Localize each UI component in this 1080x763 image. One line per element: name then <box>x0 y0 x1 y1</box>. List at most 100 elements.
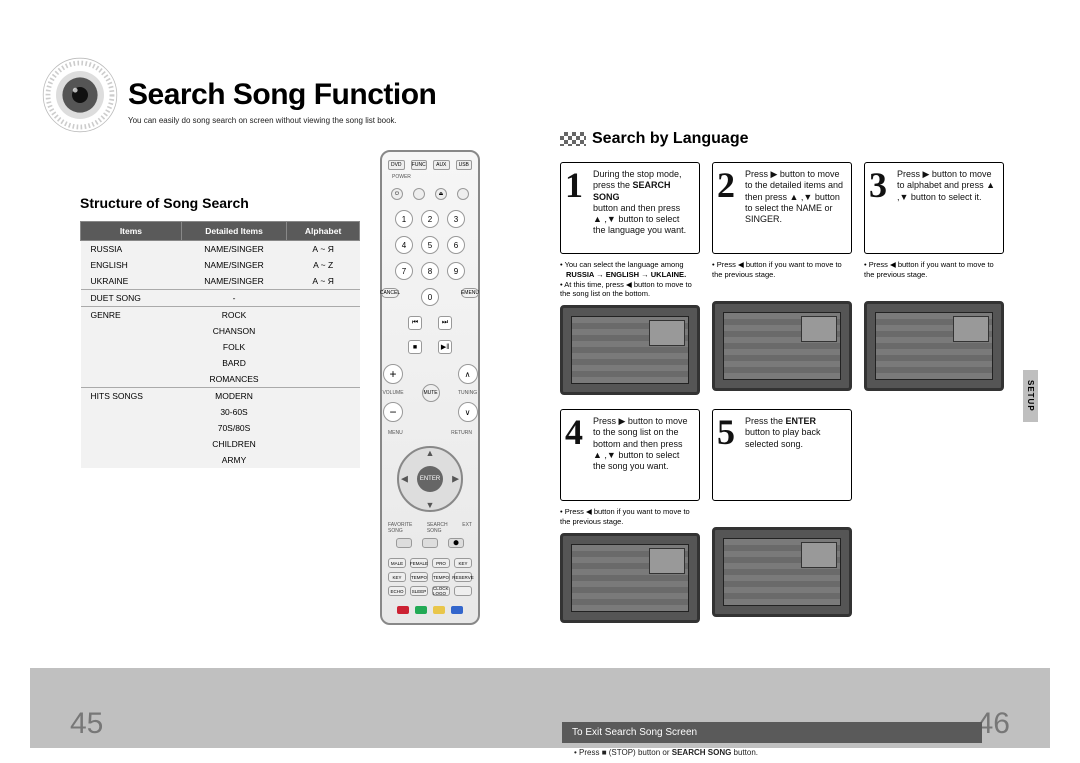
ext-button: ⬤ <box>448 538 464 548</box>
feature-chip: TEMPO <box>432 572 450 582</box>
num-button: 3 <box>447 210 465 228</box>
exit-note: • Press ■ (STOP) button or SEARCH SONG b… <box>574 748 758 757</box>
feature-chip: KEY <box>454 558 472 568</box>
tv-screenshot-2 <box>712 301 852 391</box>
table-header: Alphabet <box>287 222 360 241</box>
ext-label: EXT <box>462 522 472 534</box>
feature-chip: CLOCK LOGO <box>432 586 450 596</box>
remote-control: DVDFUNCAUXUSB POWER ⏻ ⏏ 123456789 CANCEL… <box>380 150 480 625</box>
num-0: 0 <box>421 288 439 306</box>
num-button: 4 <box>395 236 413 254</box>
page-number-left: 45 <box>70 707 103 741</box>
table-row: 70S/80S <box>81 420 360 436</box>
color-dot <box>433 606 445 614</box>
tv-button <box>413 188 425 200</box>
source-button: DVD <box>388 160 405 170</box>
tv-screenshot-4 <box>560 533 700 623</box>
tv-screenshot-3 <box>864 301 1004 391</box>
source-button: USB <box>456 160 473 170</box>
step-3-notes: • Press ◀ button if you want to move to … <box>864 260 1004 280</box>
search-label: SEARCH SONG <box>427 522 462 534</box>
feature-chip: SLEEP <box>410 586 428 596</box>
step-4-notes: • Press ◀ button if you want to move to … <box>560 507 700 527</box>
volume-label: VOLUME <box>382 390 403 396</box>
setup-tab: SETUP <box>1023 370 1038 422</box>
structure-table: ItemsDetailed ItemsAlphabet RUSSIANAME/S… <box>80 221 360 468</box>
manual-spread: Search Song Function You can easily do s… <box>0 0 1080 763</box>
eject-button: ⏏ <box>435 188 447 200</box>
emenu-pill: EMENU <box>461 288 479 298</box>
table-row: FOLK <box>81 339 360 355</box>
num-button: 7 <box>395 262 413 280</box>
table-row: HITS SONGSMODERN <box>81 388 360 405</box>
table-row: 30-60S <box>81 404 360 420</box>
table-row: GENREROCK <box>81 307 360 324</box>
color-button <box>457 188 469 200</box>
feature-chip: TEMPO <box>410 572 428 582</box>
step-5-box: 5 Press the ENTER button to play back se… <box>712 409 852 501</box>
exit-title: To Exit Search Song Screen <box>562 722 982 743</box>
feature-chip <box>454 586 472 596</box>
step-1-notes: • You can select the language among RUSS… <box>560 260 700 299</box>
table-row: UKRAINENAME/SINGERА ~ Я <box>81 273 360 290</box>
table-header: Items <box>81 222 182 241</box>
step-2-notes: • Press ◀ button if you want to move to … <box>712 260 852 280</box>
table-row: CHILDREN <box>81 436 360 452</box>
num-button: 5 <box>421 236 439 254</box>
return-label: RETURN <box>451 430 472 436</box>
checker-icon <box>560 132 586 146</box>
table-row: BARD <box>81 355 360 371</box>
num-button: 8 <box>421 262 439 280</box>
num-button: 2 <box>421 210 439 228</box>
right-column: Search by Language 1 During the stop mod… <box>560 130 1010 623</box>
speaker-ornament-icon <box>40 55 120 135</box>
feature-chip: PRO <box>432 558 450 568</box>
tuning-label: TUNING <box>458 390 477 396</box>
feature-chip: FEMALE <box>410 558 428 568</box>
step-4-box: 4 Press ▶ button to move to the song lis… <box>560 409 700 501</box>
search-by-language-heading: Search by Language <box>560 130 1010 148</box>
feature-chip: KEY <box>388 572 406 582</box>
next-icon: ⏭ <box>438 316 452 330</box>
step-1-box: 1 During the stop mode, press the SEARCH… <box>560 162 700 254</box>
tv-screenshot-5 <box>712 527 852 617</box>
table-row: ARMY <box>81 452 360 468</box>
fav-label: FAVORITE SONG <box>388 522 427 534</box>
table-row: RUSSIANAME/SINGERА ~ Я <box>81 241 360 258</box>
power-label: POWER <box>392 174 411 180</box>
table-row: DUET SONG- <box>81 290 360 307</box>
structure-heading: Structure of Song Search <box>80 195 360 211</box>
step-2-box: 2 Press ▶ button to move to the detailed… <box>712 162 852 254</box>
step-3-box: 3 Press ▶ button to move to alphabet and… <box>864 162 1004 254</box>
tv-screenshot-1 <box>560 305 700 395</box>
page-subtitle: You can easily do song search on screen … <box>128 116 397 125</box>
tun-down-icon: ∨ <box>458 402 478 422</box>
fav-button <box>396 538 412 548</box>
vol-up-icon: + <box>383 364 403 384</box>
stop-icon: ■ <box>408 340 422 354</box>
left-column: Structure of Song Search ItemsDetailed I… <box>80 195 360 468</box>
page-title: Search Song Function <box>128 78 436 112</box>
source-button: FUNC <box>411 160 428 170</box>
feature-chip: MALE <box>388 558 406 568</box>
color-dot <box>397 606 409 614</box>
feature-chip: ECHO <box>388 586 406 596</box>
dpad: ▲ ▼ ◀ ▶ ENTER <box>397 446 463 512</box>
power-icon: ⏻ <box>391 188 403 200</box>
tun-up-icon: ∧ <box>458 364 478 384</box>
color-dot <box>415 606 427 614</box>
vol-down-icon: − <box>383 402 403 422</box>
source-button: AUX <box>433 160 450 170</box>
mute-button: MUTE <box>422 384 440 402</box>
num-button: 1 <box>395 210 413 228</box>
cancel-pill: CANCEL <box>381 288 399 298</box>
prev-icon: ⏮ <box>408 316 422 330</box>
num-button: 9 <box>447 262 465 280</box>
table-row: CHANSON <box>81 323 360 339</box>
table-header: Detailed Items <box>181 222 286 241</box>
feature-chip: RESERVE <box>454 572 472 582</box>
color-dot <box>451 606 463 614</box>
enter-button: ENTER <box>417 466 443 492</box>
play-icon: ▶‖ <box>438 340 452 354</box>
table-row: ENGLISHNAME/SINGERA ~ Z <box>81 257 360 273</box>
